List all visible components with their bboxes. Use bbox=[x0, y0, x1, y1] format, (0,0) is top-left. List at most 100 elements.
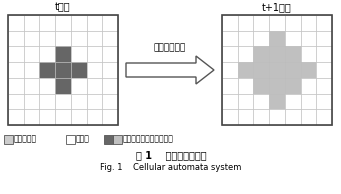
Bar bbox=[300, 78, 316, 94]
Bar bbox=[222, 78, 238, 94]
Bar bbox=[222, 31, 238, 46]
Bar bbox=[285, 15, 300, 31]
Bar bbox=[71, 78, 87, 94]
Bar bbox=[316, 62, 332, 78]
Bar bbox=[102, 15, 118, 31]
Bar bbox=[238, 94, 253, 109]
Bar bbox=[300, 94, 316, 109]
Bar bbox=[102, 109, 118, 125]
Bar bbox=[71, 62, 87, 78]
Bar bbox=[285, 62, 300, 78]
Bar bbox=[316, 109, 332, 125]
Bar bbox=[269, 31, 285, 46]
Bar bbox=[87, 15, 102, 31]
Bar bbox=[55, 31, 71, 46]
Bar bbox=[8, 31, 24, 46]
Bar bbox=[8, 15, 118, 125]
Bar bbox=[238, 109, 253, 125]
Bar bbox=[269, 94, 285, 109]
Bar bbox=[222, 94, 238, 109]
Bar bbox=[113, 134, 122, 144]
Bar bbox=[316, 94, 332, 109]
Bar bbox=[71, 46, 87, 62]
Bar bbox=[238, 46, 253, 62]
Bar bbox=[316, 31, 332, 46]
Bar bbox=[87, 46, 102, 62]
Text: Fig. 1    Cellular automata system: Fig. 1 Cellular automata system bbox=[100, 164, 242, 172]
Bar bbox=[40, 15, 55, 31]
Text: 图 1    元胞自动机系统: 图 1 元胞自动机系统 bbox=[136, 150, 206, 160]
Bar bbox=[316, 15, 332, 31]
Bar bbox=[269, 15, 285, 31]
Bar bbox=[253, 62, 269, 78]
Bar bbox=[238, 62, 253, 78]
Bar bbox=[8, 15, 24, 31]
Bar bbox=[87, 109, 102, 125]
Bar bbox=[102, 78, 118, 94]
Bar bbox=[24, 94, 40, 109]
Bar bbox=[300, 15, 316, 31]
Bar bbox=[102, 94, 118, 109]
Text: t+1时刻: t+1时刻 bbox=[262, 2, 292, 12]
Bar bbox=[8, 109, 24, 125]
Bar bbox=[4, 134, 13, 144]
Bar bbox=[40, 109, 55, 125]
Bar bbox=[87, 78, 102, 94]
Bar bbox=[285, 31, 300, 46]
Bar bbox=[71, 94, 87, 109]
Bar bbox=[253, 15, 269, 31]
Bar bbox=[300, 31, 316, 46]
Bar bbox=[55, 78, 71, 94]
Text: ：元胞: ：元胞 bbox=[76, 134, 90, 144]
Bar bbox=[8, 46, 24, 62]
Bar bbox=[87, 31, 102, 46]
Bar bbox=[87, 94, 102, 109]
Bar bbox=[253, 78, 269, 94]
Bar bbox=[40, 62, 55, 78]
Bar bbox=[300, 46, 316, 62]
Bar bbox=[55, 109, 71, 125]
Bar bbox=[238, 15, 253, 31]
Bar bbox=[40, 78, 55, 94]
Bar bbox=[55, 94, 71, 109]
Bar bbox=[253, 94, 269, 109]
Bar bbox=[222, 15, 238, 31]
Bar bbox=[285, 94, 300, 109]
Bar bbox=[102, 46, 118, 62]
Bar bbox=[238, 31, 253, 46]
Text: 局部演化规则: 局部演化规则 bbox=[154, 43, 186, 53]
Bar bbox=[300, 62, 316, 78]
Text: ：边界条件: ：边界条件 bbox=[14, 134, 37, 144]
Bar bbox=[55, 62, 71, 78]
Bar bbox=[8, 62, 24, 78]
Bar bbox=[102, 62, 118, 78]
Bar bbox=[104, 134, 113, 144]
Bar bbox=[24, 46, 40, 62]
Bar bbox=[66, 134, 75, 144]
Bar bbox=[253, 31, 269, 46]
Text: t时刻: t时刻 bbox=[55, 2, 71, 12]
Bar bbox=[102, 31, 118, 46]
Bar bbox=[300, 109, 316, 125]
Bar bbox=[71, 109, 87, 125]
Bar bbox=[71, 31, 87, 46]
Bar bbox=[24, 62, 40, 78]
Bar bbox=[8, 94, 24, 109]
Bar bbox=[222, 109, 238, 125]
Bar bbox=[24, 78, 40, 94]
Bar bbox=[285, 46, 300, 62]
Bar bbox=[71, 15, 87, 31]
Bar bbox=[40, 94, 55, 109]
Bar bbox=[316, 78, 332, 94]
Bar bbox=[222, 46, 238, 62]
Bar bbox=[8, 78, 24, 94]
Bar bbox=[87, 62, 102, 78]
Bar bbox=[55, 46, 71, 62]
Bar bbox=[222, 62, 238, 78]
Bar bbox=[269, 78, 285, 94]
Bar bbox=[24, 109, 40, 125]
Bar bbox=[238, 78, 253, 94]
Bar bbox=[40, 31, 55, 46]
Bar bbox=[269, 46, 285, 62]
Bar bbox=[253, 46, 269, 62]
